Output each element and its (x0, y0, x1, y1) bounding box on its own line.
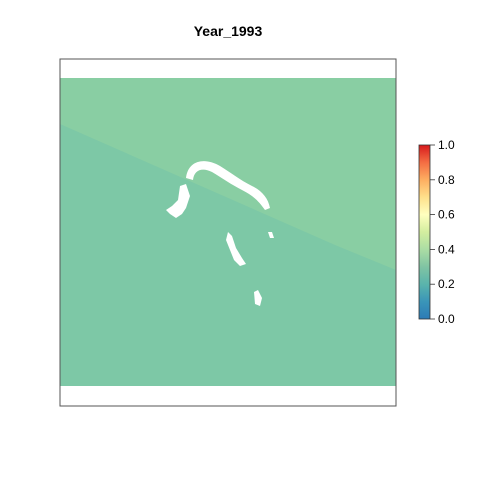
colorbar-tick-label: 0.0 (438, 312, 455, 326)
colorbar-gradient (418, 144, 431, 320)
colorbar-tick-label: 0.2 (438, 277, 455, 291)
colorbar-tick-label: 0.4 (438, 242, 455, 256)
missing-patch-arc (186, 161, 270, 210)
raster-layer (60, 78, 396, 386)
colorbar-tick-label: 0.8 (438, 173, 455, 187)
missing-patch-bottom (254, 290, 262, 306)
chart-title: Year_1993 (194, 23, 263, 39)
missing-value-patches (166, 161, 274, 306)
missing-patch-small-right (268, 232, 274, 238)
missing-patch-middle (226, 232, 246, 266)
colorbar-tick-label: 0.6 (438, 208, 455, 222)
colorbar: 0.0 0.2 0.4 0.6 0.8 1.0 (418, 138, 455, 326)
plot-frame (59, 58, 397, 407)
missing-patch-left (166, 184, 190, 218)
missing-patch-arc-inner (232, 178, 252, 192)
colorbar-tick-label: 1.0 (438, 138, 455, 152)
